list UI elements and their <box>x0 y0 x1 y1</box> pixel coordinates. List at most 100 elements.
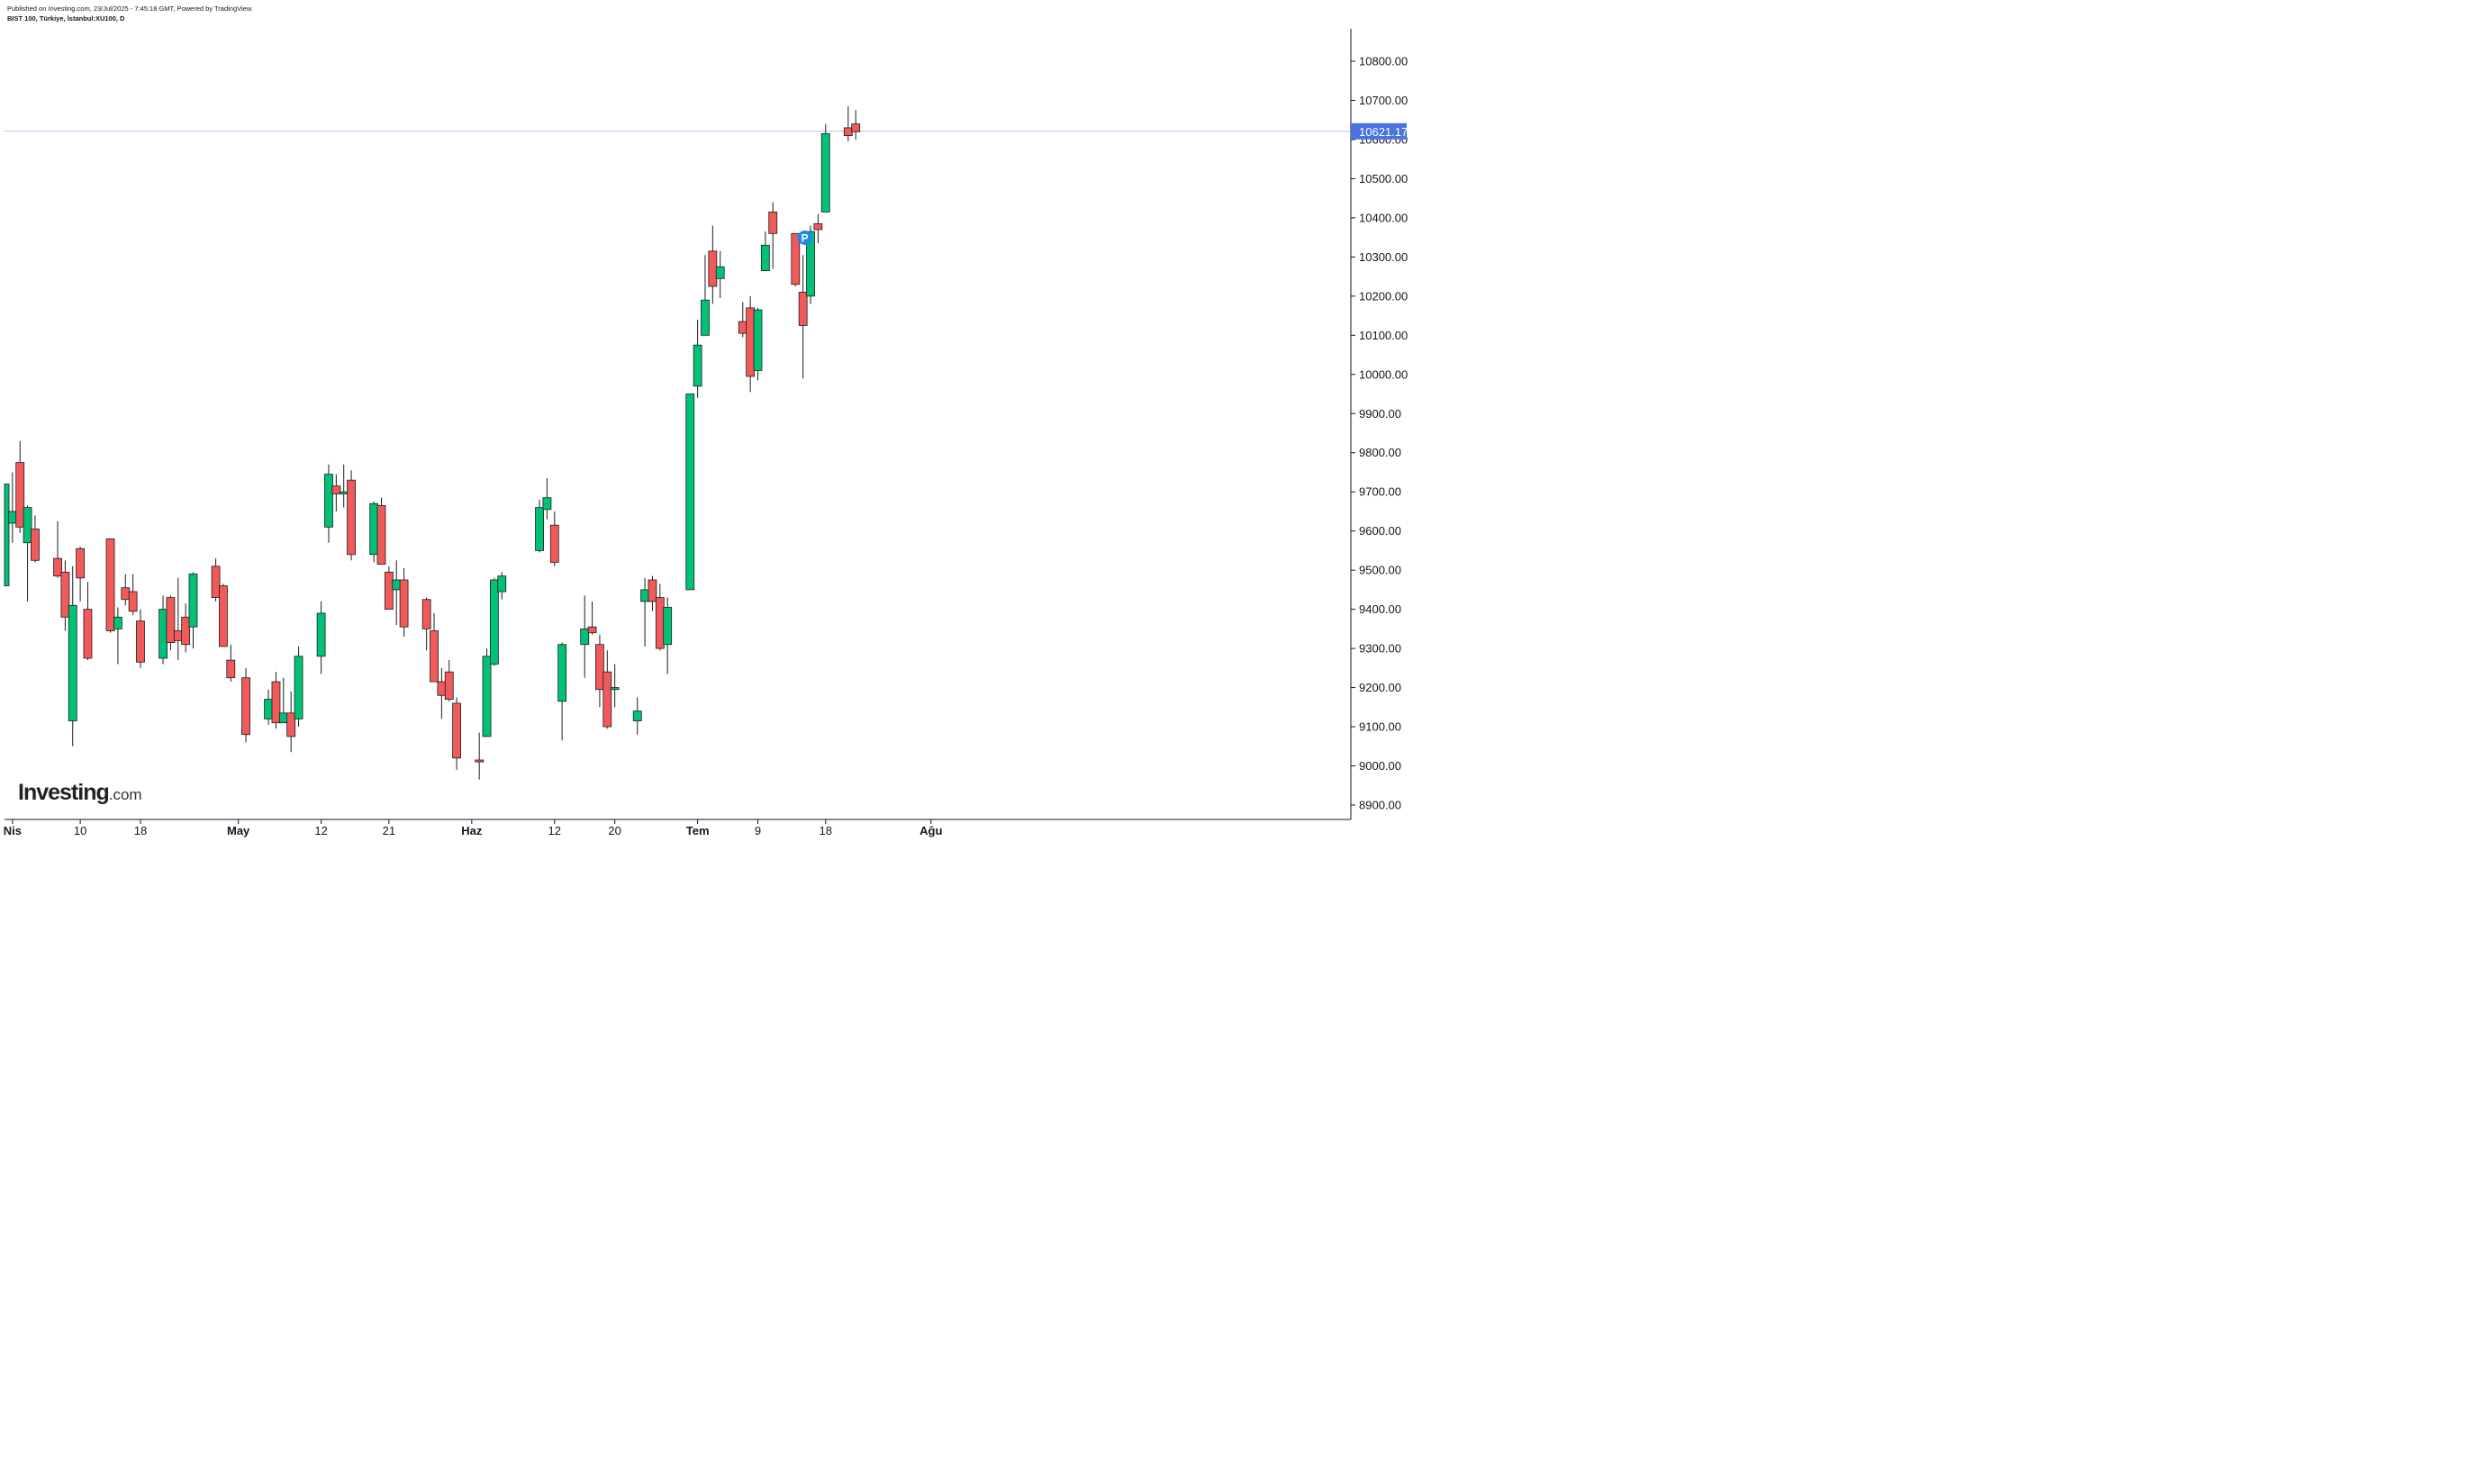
candle <box>294 646 303 728</box>
candle <box>452 697 462 770</box>
y-tick-label: 9300.00 <box>1359 642 1401 656</box>
candle-body <box>31 529 40 561</box>
candle <box>820 123 830 213</box>
y-tick-label: 10100.00 <box>1359 329 1408 342</box>
candle-body <box>211 566 221 598</box>
candle <box>219 584 228 647</box>
candle <box>557 642 567 741</box>
candle-body <box>226 659 236 679</box>
candle-body <box>813 223 823 231</box>
candle <box>376 497 386 566</box>
candle <box>331 474 341 511</box>
x-tick-label: Haz <box>461 824 483 837</box>
x-tick-label: 10 <box>74 824 86 837</box>
candle-body <box>497 575 507 593</box>
candle-body <box>271 681 281 724</box>
logo-main: Investing <box>18 780 110 805</box>
candle-body <box>715 266 725 279</box>
candle <box>128 574 138 616</box>
candle <box>595 634 604 708</box>
x-tick-label: 18 <box>134 824 147 837</box>
candle <box>83 582 93 661</box>
y-tick-label: 10500.00 <box>1359 172 1408 186</box>
candle <box>278 677 288 724</box>
candle-body <box>798 292 808 326</box>
marker-layer: P <box>797 231 812 245</box>
candle <box>701 255 710 336</box>
candle-body <box>399 579 409 628</box>
candle-body <box>128 591 138 612</box>
candle <box>241 667 250 743</box>
candle-body <box>369 502 379 556</box>
candle <box>339 464 349 508</box>
candle-body <box>685 394 695 591</box>
candle <box>610 664 620 708</box>
candle-body <box>384 571 394 611</box>
candle <box>384 566 394 611</box>
candle-body <box>746 307 756 377</box>
candle-body <box>324 474 333 528</box>
symbol-title: BIST 100, Türkiye, İstanbul:XU100, D <box>7 14 125 23</box>
y-tick-label: 10300.00 <box>1359 250 1408 264</box>
candle-body <box>264 699 274 719</box>
candle <box>271 672 281 729</box>
candle-body <box>339 491 349 494</box>
x-tick-label: Tem <box>686 824 710 837</box>
candle-body <box>76 547 85 579</box>
candle <box>53 520 62 578</box>
marker-icon[interactable] <box>797 231 812 245</box>
candle <box>286 691 296 753</box>
candle <box>851 110 861 140</box>
candle <box>316 601 326 674</box>
candle-body <box>475 759 485 763</box>
candle <box>602 650 612 729</box>
candle <box>121 574 131 606</box>
x-tick-label: 12 <box>314 824 327 837</box>
candle <box>813 213 823 244</box>
candle-body <box>595 644 604 691</box>
candle-body <box>693 344 702 387</box>
candle-body <box>68 604 77 721</box>
y-tick-label: 10400.00 <box>1359 211 1408 224</box>
candle-body <box>4 484 10 586</box>
y-tick-label: 9800.00 <box>1359 446 1401 459</box>
candle-body <box>23 507 32 544</box>
y-tick-label: 9400.00 <box>1359 602 1401 616</box>
y-axis-ticks: 8900.00 9000.00 9100.00 9200.00 9300.00 9400.… <box>1351 55 1408 811</box>
candle <box>181 603 191 653</box>
candle <box>173 577 183 661</box>
candle <box>587 601 597 635</box>
x-tick-label: 20 <box>608 824 620 837</box>
candle-body <box>602 671 612 728</box>
candle-body <box>701 299 710 336</box>
candle <box>369 502 379 563</box>
y-tick-label: 9000.00 <box>1359 759 1401 773</box>
candle-body <box>549 524 559 563</box>
candle <box>136 609 145 668</box>
candle <box>188 572 198 649</box>
logo-suffix: .com <box>108 786 142 803</box>
candle <box>648 575 657 611</box>
candlestick-chart[interactable]: P 8900.00 9000.00 9100.00 9200.00 9300.00 940… <box>0 0 1412 841</box>
candle-body <box>482 656 492 737</box>
candle <box>264 689 274 725</box>
candle-body <box>113 616 122 629</box>
candle <box>663 597 673 674</box>
candle <box>708 225 718 304</box>
candle <box>437 667 447 719</box>
candle <box>535 499 544 553</box>
candle-body <box>648 579 657 602</box>
candle <box>738 302 747 338</box>
candle-body <box>294 656 303 719</box>
candle-body <box>105 538 115 631</box>
candle <box>68 566 77 747</box>
candle <box>632 697 642 735</box>
candle-body <box>7 511 17 524</box>
candle-body <box>663 607 673 646</box>
x-tick-label: 12 <box>548 824 561 837</box>
y-tick-label: 9700.00 <box>1359 485 1401 499</box>
candle-body <box>121 587 131 601</box>
chart-header: Published on Investing.com, 23/Jul/2025 … <box>7 4 253 23</box>
candle-body <box>753 309 763 371</box>
candle-body <box>557 644 567 702</box>
